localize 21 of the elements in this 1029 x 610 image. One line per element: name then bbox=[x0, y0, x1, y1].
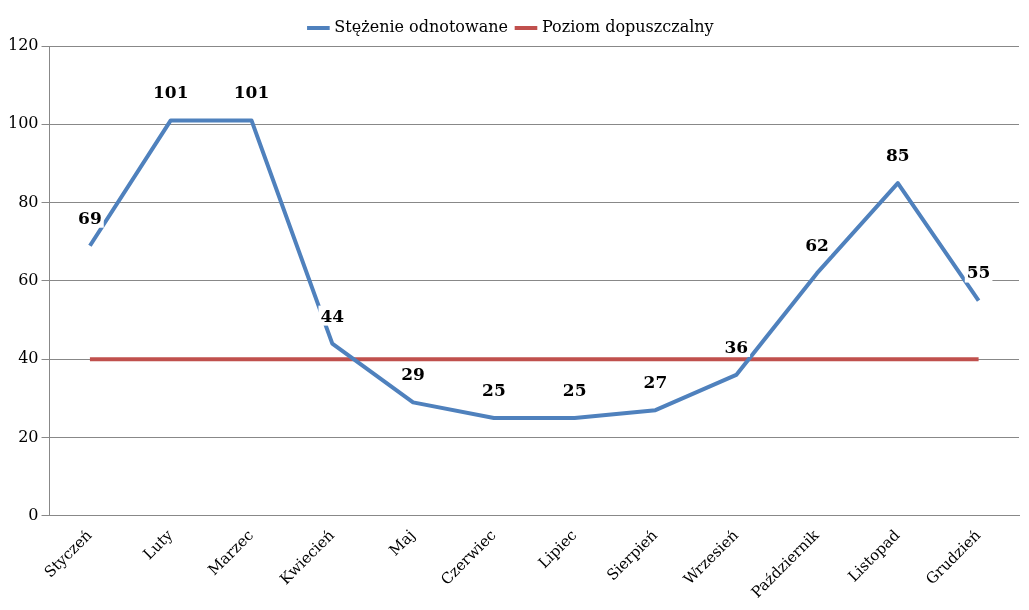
data-label: 25 bbox=[482, 379, 506, 400]
y-tick-label: 80 bbox=[18, 191, 39, 211]
legend-label: Stężenie odnotowane bbox=[334, 17, 508, 37]
data-label: 69 bbox=[78, 207, 102, 228]
y-tick-label: 60 bbox=[18, 270, 39, 290]
y-tick-label: 40 bbox=[18, 348, 39, 368]
data-label: 25 bbox=[562, 379, 587, 400]
data-label: 101 bbox=[233, 82, 270, 103]
data-label: 101 bbox=[152, 82, 189, 103]
data-label: 44 bbox=[320, 305, 345, 326]
data-label: 55 bbox=[966, 262, 991, 283]
y-tick-label: 100 bbox=[7, 113, 39, 133]
data-label: 62 bbox=[805, 235, 829, 256]
data-label: 36 bbox=[724, 336, 749, 357]
y-tick-label: 120 bbox=[7, 35, 39, 55]
data-label: 29 bbox=[401, 364, 425, 385]
y-tick-label: 20 bbox=[18, 426, 39, 446]
data-label: 85 bbox=[885, 144, 910, 165]
data-label: 27 bbox=[643, 372, 668, 393]
y-tick-label: 0 bbox=[28, 505, 39, 525]
legend-label: Poziom dopuszczalny bbox=[541, 17, 714, 37]
